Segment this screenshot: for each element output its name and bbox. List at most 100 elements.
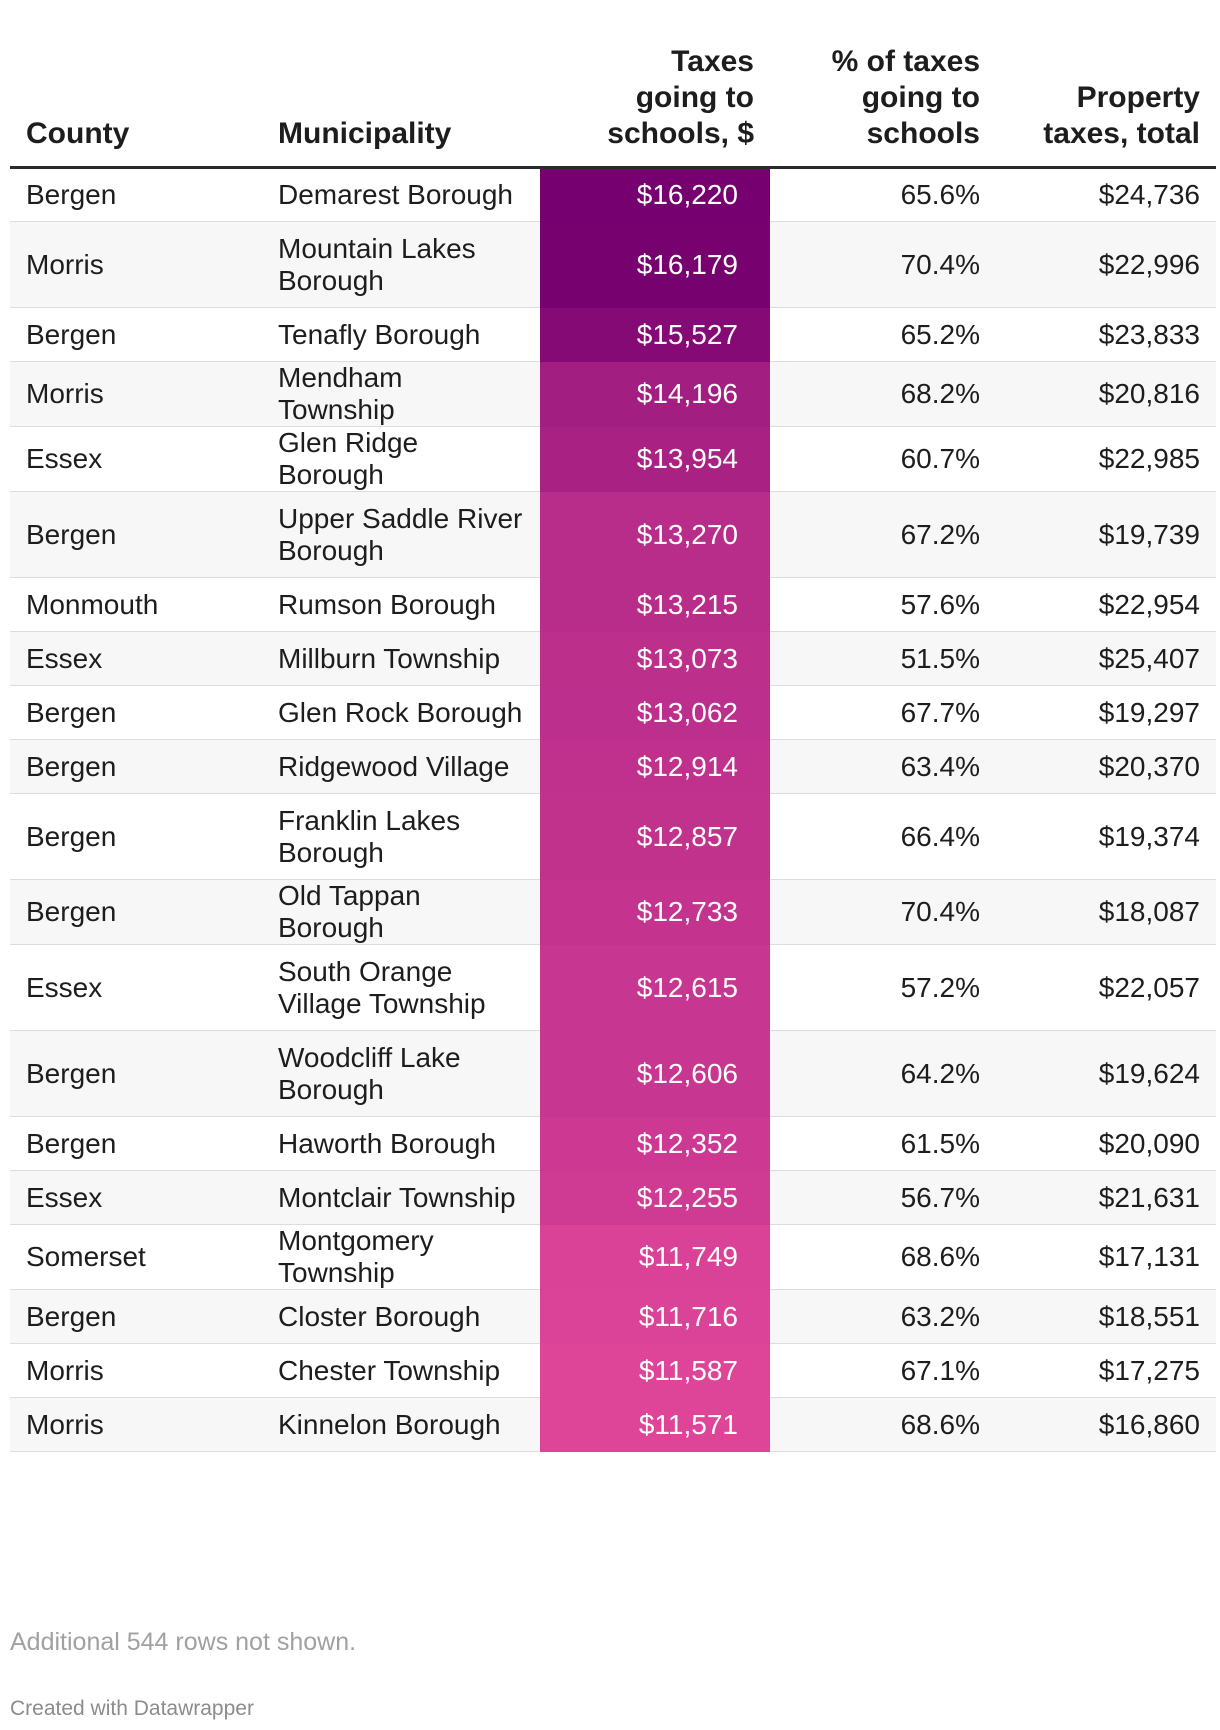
cell-total-taxes: $22,954: [996, 577, 1216, 632]
table-row: Somerset Montgomery Township $11,749 68.6% $…: [10, 1224, 1216, 1290]
cell-municipality: Old Tappan Borough: [262, 879, 540, 945]
table-row: Bergen Haworth Borough $12,352 61.5% $20,090: [10, 1116, 1216, 1171]
table-row: Monmouth Rumson Borough $13,215 57.6% $22,95…: [10, 577, 1216, 632]
cell-pct-schools: 57.6%: [770, 577, 996, 632]
cell-total-taxes: $17,275: [996, 1343, 1216, 1398]
cell-pct-schools: 67.1%: [770, 1343, 996, 1398]
cell-pct-schools: 68.2%: [770, 361, 996, 427]
header-label-line: going to: [861, 81, 980, 114]
cell-pct-schools: 60.7%: [770, 426, 996, 492]
cell-municipality: Glen Ridge Borough: [262, 426, 540, 492]
cell-school-taxes: $12,255: [540, 1170, 770, 1225]
cell-school-taxes: $16,220: [540, 167, 770, 222]
table-row: Bergen Upper Saddle River Borough $13,270 6…: [10, 491, 1216, 578]
cell-municipality: Mendham Township: [262, 361, 540, 427]
table-row: Bergen Ridgewood Village $12,914 63.4% $20,3…: [10, 739, 1216, 794]
table-row: Essex Montclair Township $12,255 56.7% $21,6…: [10, 1170, 1216, 1225]
header-label-line: Property: [1076, 81, 1200, 114]
cell-total-taxes: $19,624: [996, 1030, 1216, 1117]
cell-total-taxes: $20,370: [996, 739, 1216, 794]
cell-county: Essex: [10, 944, 262, 1031]
table-row: Essex South Orange Village Township $12,61…: [10, 944, 1216, 1031]
cell-total-taxes: $16,860: [996, 1397, 1216, 1452]
cell-total-taxes: $18,551: [996, 1289, 1216, 1344]
header-row: County Municipality Taxes going to schools…: [10, 40, 1216, 169]
cell-total-taxes: $25,407: [996, 631, 1216, 686]
cell-municipality: Mountain Lakes Borough: [262, 221, 540, 308]
cell-school-taxes: $11,571: [540, 1397, 770, 1452]
cell-county: Monmouth: [10, 577, 262, 632]
table-row: Morris Kinnelon Borough $11,571 68.6% $16,86…: [10, 1397, 1216, 1452]
table-row: Morris Mountain Lakes Borough $16,179 70.4%…: [10, 221, 1216, 308]
table-row: Essex Millburn Township $13,073 51.5% $25,40…: [10, 631, 1216, 686]
cell-municipality: Haworth Borough: [262, 1116, 540, 1171]
cell-county: Essex: [10, 1170, 262, 1225]
cell-county: Morris: [10, 361, 262, 427]
header-label-line: County: [26, 117, 130, 150]
cell-school-taxes: $12,733: [540, 879, 770, 945]
cell-county: Morris: [10, 221, 262, 308]
table-row: Morris Mendham Township $14,196 68.2% $20,81…: [10, 361, 1216, 427]
cell-school-taxes: $12,352: [540, 1116, 770, 1171]
cell-school-taxes: $13,954: [540, 426, 770, 492]
cell-school-taxes: $16,179: [540, 221, 770, 308]
cell-county: Essex: [10, 426, 262, 492]
cell-pct-schools: 68.6%: [770, 1397, 996, 1452]
cell-municipality: Tenafly Borough: [262, 307, 540, 362]
header-total-taxes[interactable]: Property taxes, total: [996, 40, 1216, 169]
header-label-line: going to: [635, 81, 754, 114]
table-row: Essex Glen Ridge Borough $13,954 60.7% $22,9…: [10, 426, 1216, 492]
cell-municipality: Montgomery Township: [262, 1224, 540, 1290]
cell-total-taxes: $21,631: [996, 1170, 1216, 1225]
cell-pct-schools: 51.5%: [770, 631, 996, 686]
data-table: County Municipality Taxes going to schools…: [10, 40, 1216, 1452]
rows-not-shown-note: Additional 544 rows not shown.: [10, 1628, 357, 1656]
cell-school-taxes: $11,749: [540, 1224, 770, 1290]
cell-school-taxes: $14,196: [540, 361, 770, 427]
cell-county: Morris: [10, 1397, 262, 1452]
header-county[interactable]: County: [10, 40, 262, 169]
header-municipality[interactable]: Municipality: [262, 40, 540, 169]
cell-county: Bergen: [10, 167, 262, 222]
cell-county: Bergen: [10, 739, 262, 794]
cell-total-taxes: $22,057: [996, 944, 1216, 1031]
header-label-line: taxes, total: [1043, 117, 1200, 150]
cell-municipality: South Orange Village Township: [262, 944, 540, 1031]
cell-municipality: Kinnelon Borough: [262, 1397, 540, 1452]
cell-total-taxes: $20,816: [996, 361, 1216, 427]
cell-pct-schools: 63.2%: [770, 1289, 996, 1344]
cell-municipality: Chester Township: [262, 1343, 540, 1398]
cell-school-taxes: $15,527: [540, 307, 770, 362]
cell-school-taxes: $11,716: [540, 1289, 770, 1344]
cell-municipality: Demarest Borough: [262, 167, 540, 222]
cell-pct-schools: 70.4%: [770, 221, 996, 308]
cell-pct-schools: 70.4%: [770, 879, 996, 945]
cell-total-taxes: $20,090: [996, 1116, 1216, 1171]
header-label-line: Municipality: [278, 117, 452, 150]
cell-school-taxes: $11,587: [540, 1343, 770, 1398]
cell-pct-schools: 64.2%: [770, 1030, 996, 1117]
cell-pct-schools: 67.7%: [770, 685, 996, 740]
header-label-line: Taxes: [671, 45, 754, 78]
header-school-taxes[interactable]: Taxes going to schools, $: [540, 40, 770, 169]
table-row: Bergen Tenafly Borough $15,527 65.2% $23,833: [10, 307, 1216, 362]
header-pct-schools[interactable]: % of taxes going to schools: [770, 40, 996, 169]
cell-municipality: Rumson Borough: [262, 577, 540, 632]
cell-total-taxes: $19,374: [996, 793, 1216, 880]
cell-municipality: Montclair Township: [262, 1170, 540, 1225]
cell-municipality: Millburn Township: [262, 631, 540, 686]
cell-pct-schools: 68.6%: [770, 1224, 996, 1290]
cell-school-taxes: $13,062: [540, 685, 770, 740]
table-container: County Municipality Taxes going to schools…: [10, 40, 1216, 1452]
cell-school-taxes: $12,615: [540, 944, 770, 1031]
cell-pct-schools: 61.5%: [770, 1116, 996, 1171]
header-label-line: schools, $: [607, 117, 754, 150]
table-row: Bergen Closter Borough $11,716 63.2% $18,551: [10, 1289, 1216, 1344]
cell-total-taxes: $22,996: [996, 221, 1216, 308]
cell-county: Bergen: [10, 685, 262, 740]
cell-total-taxes: $17,131: [996, 1224, 1216, 1290]
datawrapper-credit: Created with Datawrapper: [10, 1697, 254, 1720]
cell-school-taxes: $13,215: [540, 577, 770, 632]
cell-county: Essex: [10, 631, 262, 686]
cell-pct-schools: 57.2%: [770, 944, 996, 1031]
